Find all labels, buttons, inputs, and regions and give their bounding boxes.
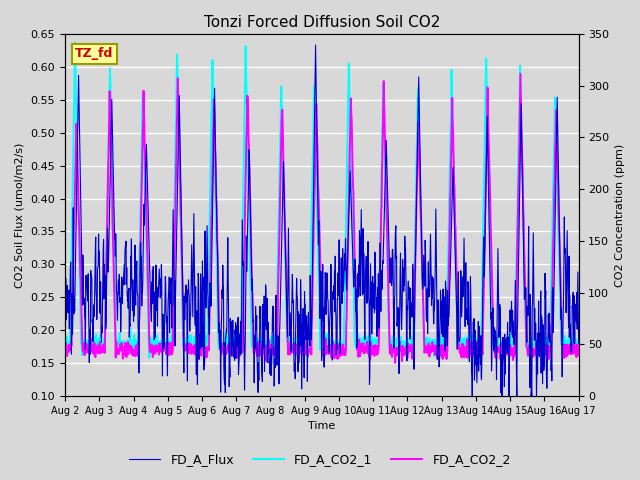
X-axis label: Time: Time <box>308 421 335 432</box>
Text: TZ_fd: TZ_fd <box>76 48 114 60</box>
FD_A_CO2_1 <box>61 346 69 352</box>
FD_A_Flux <box>312 42 319 48</box>
Line: FD_A_CO2_1: FD_A_CO2_1 <box>65 43 579 358</box>
FD_A_Flux <box>515 275 522 281</box>
Title: Tonzi Forced Diffusion Soil CO2: Tonzi Forced Diffusion Soil CO2 <box>204 15 440 30</box>
FD_A_CO2_1 <box>145 355 153 360</box>
FD_A_Flux <box>61 301 69 307</box>
FD_A_CO2_2 <box>402 348 410 354</box>
FD_A_CO2_1 <box>515 161 522 167</box>
FD_A_CO2_2 <box>514 210 522 216</box>
FD_A_Flux <box>402 245 410 251</box>
Line: FD_A_Flux: FD_A_Flux <box>65 45 579 396</box>
FD_A_CO2_1 <box>71 40 79 46</box>
FD_A_CO2_2 <box>233 346 241 351</box>
FD_A_CO2_1 <box>164 338 172 344</box>
FD_A_CO2_2 <box>61 341 69 347</box>
FD_A_Flux <box>469 344 477 349</box>
Legend: FD_A_Flux, FD_A_CO2_1, FD_A_CO2_2: FD_A_Flux, FD_A_CO2_1, FD_A_CO2_2 <box>124 448 516 471</box>
Line: FD_A_CO2_2: FD_A_CO2_2 <box>65 74 579 363</box>
FD_A_CO2_1 <box>402 340 410 346</box>
FD_A_CO2_1 <box>575 339 582 345</box>
FD_A_Flux <box>575 340 582 346</box>
Y-axis label: CO2 Soil Flux (umol/m2/s): CO2 Soil Flux (umol/m2/s) <box>15 143 25 288</box>
FD_A_Flux <box>468 393 476 399</box>
FD_A_CO2_1 <box>176 189 184 195</box>
FD_A_Flux <box>233 323 241 328</box>
FD_A_CO2_2 <box>163 350 171 356</box>
Y-axis label: CO2 Concentration (ppm): CO2 Concentration (ppm) <box>615 144 625 287</box>
FD_A_CO2_1 <box>469 338 477 344</box>
FD_A_CO2_1 <box>234 345 241 351</box>
FD_A_CO2_2 <box>175 140 183 145</box>
FD_A_CO2_2 <box>516 71 524 77</box>
FD_A_CO2_2 <box>468 340 476 346</box>
FD_A_Flux <box>175 93 183 98</box>
FD_A_CO2_2 <box>391 360 399 366</box>
FD_A_CO2_2 <box>575 348 582 353</box>
FD_A_Flux <box>163 314 171 320</box>
